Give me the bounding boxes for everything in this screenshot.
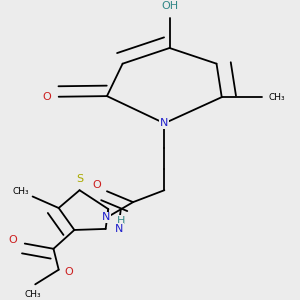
Text: OH: OH [161, 1, 178, 11]
Text: CH₃: CH₃ [24, 290, 41, 299]
Text: O: O [9, 236, 17, 245]
Text: H: H [117, 216, 125, 226]
Text: N: N [160, 118, 169, 128]
Text: N: N [101, 212, 110, 222]
Text: CH₃: CH₃ [268, 93, 285, 102]
Text: O: O [65, 267, 74, 277]
Text: CH₃: CH₃ [13, 187, 29, 196]
Text: O: O [92, 180, 101, 190]
Text: N: N [115, 224, 123, 234]
Text: S: S [76, 174, 83, 184]
Text: O: O [43, 92, 51, 102]
